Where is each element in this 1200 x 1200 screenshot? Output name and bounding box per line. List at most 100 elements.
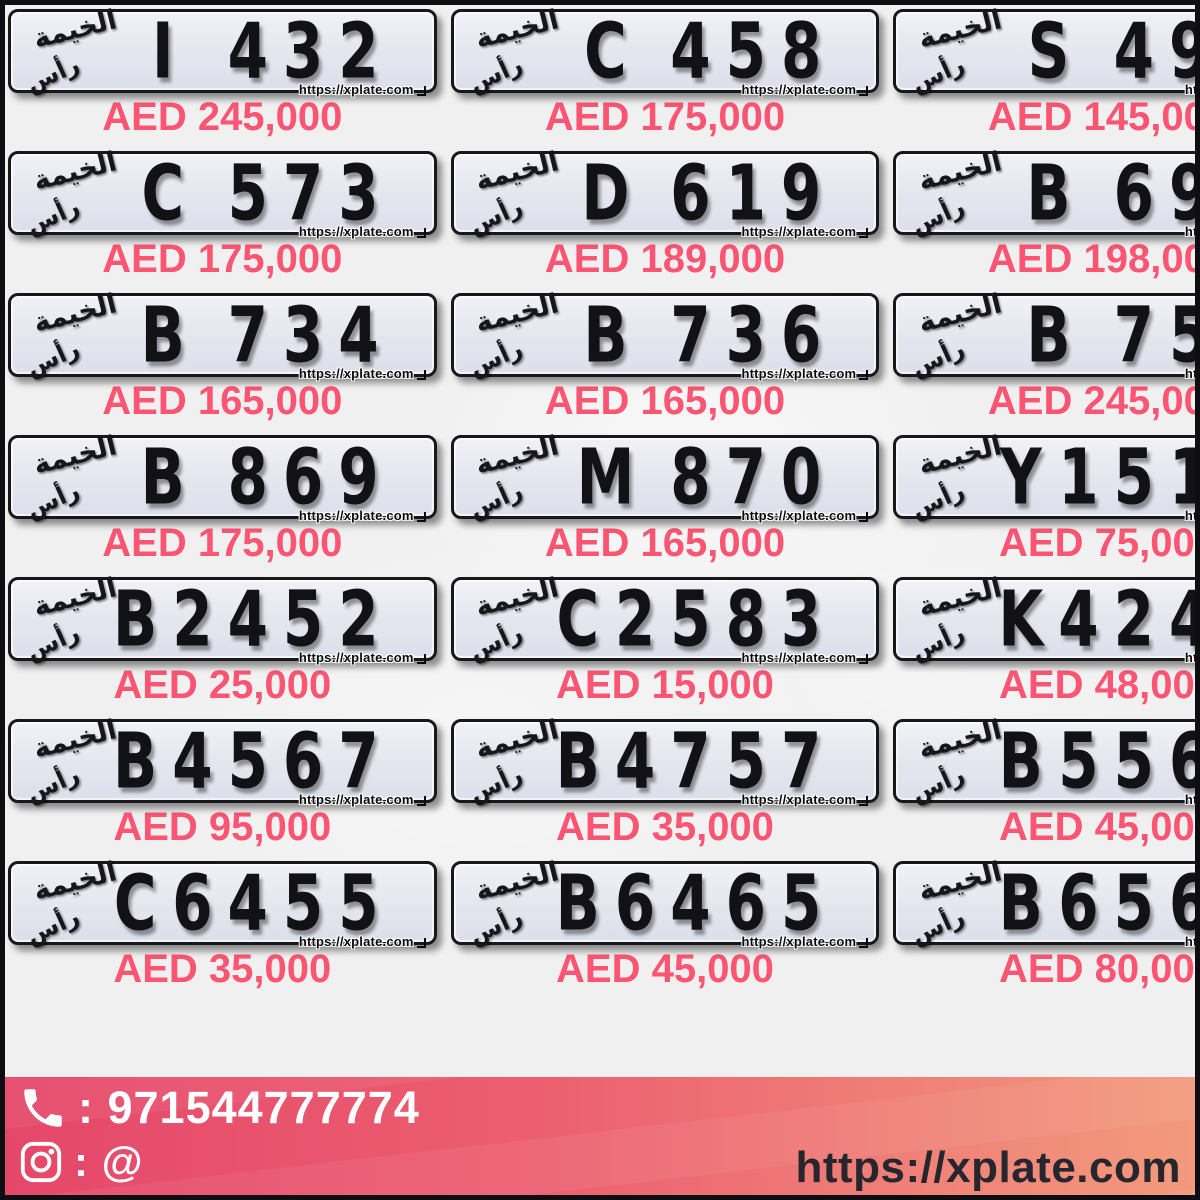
license-plate: الخيمة رأس B 697 https://xplate.com [893, 146, 1195, 240]
plate-letter: B [140, 432, 185, 522]
plate-letter: B [555, 716, 600, 806]
plate-watermark-url: https://xplate.com [299, 508, 426, 523]
plate-watermark-url: https://xplate.com [299, 650, 426, 665]
plate-letter: C [141, 148, 185, 238]
price-label: AED 245,000 [987, 379, 1195, 423]
arabic-calligraphy-top: الخيمة [915, 572, 1005, 623]
plate-letter: S [1027, 6, 1070, 96]
plate-listing: الخيمة رأس K 4243 https://xplate.com AED… [893, 572, 1195, 707]
license-plate: الخيمة رأس B 2452 https://xplate.com [8, 572, 437, 666]
price-label: AED 198,000 [987, 237, 1195, 281]
arabic-calligraphy-top: الخيمة [915, 4, 1005, 55]
rak-emirate-emblem: الخيمة رأس [906, 288, 1005, 382]
plate-watermark-url: https://xplate.com [1185, 224, 1195, 239]
plate-listing: الخيمة رأس C 573 https://xplate.com AED … [8, 146, 437, 281]
plate-number: 6565 [1058, 858, 1195, 948]
plate-number: 697 [1113, 148, 1195, 238]
license-plate: الخيمة رأس B 750 https://xplate.com [893, 288, 1195, 382]
arabic-calligraphy-top: الخيمة [472, 146, 563, 197]
plate-watermark-url: https://xplate.com [741, 934, 868, 949]
plates-grid: الخيمة رأس I 432 https://xplate.com AED … [5, 5, 1195, 991]
arabic-calligraphy-bottom: رأس [21, 617, 84, 667]
arabic-calligraphy-top: الخيمة [915, 430, 1005, 481]
arabic-calligraphy-bottom: رأس [464, 333, 527, 383]
plate-listing: الخيمة رأس D 619 https://xplate.com AED … [450, 146, 880, 281]
arabic-calligraphy-bottom: رأس [464, 901, 527, 951]
plate-listing: الخيمة رأس S 496 https://xplate.com AED … [893, 5, 1195, 139]
price-label: AED 95,000 [113, 805, 332, 849]
plate-watermark-url: https://xplate.com [741, 650, 868, 665]
arabic-calligraphy-bottom: رأس [21, 901, 84, 951]
arabic-calligraphy-top: الخيمة [30, 430, 120, 481]
arabic-calligraphy-top: الخيمة [30, 146, 120, 197]
arabic-calligraphy-bottom: رأس [907, 901, 969, 951]
license-plate: الخيمة رأس B 869 https://xplate.com [8, 430, 437, 524]
plate-number: 734 [227, 290, 394, 380]
license-plate: الخيمة رأس B 6565 https://xplate.com [893, 856, 1195, 950]
arabic-calligraphy-bottom: رأس [907, 475, 969, 525]
arabic-calligraphy-top: الخيمة [472, 572, 563, 623]
price-label: AED 45,000 [999, 805, 1200, 849]
rak-emirate-emblem: الخيمة رأس [21, 714, 120, 808]
price-label: AED 145,000 [987, 95, 1195, 139]
plate-number: 5567 [1058, 716, 1195, 806]
arabic-calligraphy-bottom: رأس [21, 475, 84, 525]
plate-listing: الخيمة رأس B 4757 https://xplate.com AED… [450, 714, 880, 849]
plate-number: 6455 [172, 858, 394, 948]
plate-watermark-url: https://xplate.com [299, 224, 426, 239]
arabic-calligraphy-top: الخيمة [915, 146, 1005, 197]
license-plate: الخيمة رأس D 619 https://xplate.com [450, 146, 880, 240]
plate-number: 573 [227, 148, 394, 238]
plate-listing: الخيمة رأس Y 1515 https://xplate.com AED… [893, 430, 1195, 565]
plate-letter: B [1026, 148, 1071, 238]
plate-number: 619 [670, 148, 837, 238]
instagram-icon [18, 1139, 64, 1185]
arabic-calligraphy-top: الخيمة [472, 4, 563, 55]
plate-listing: الخيمة رأس B 734 https://xplate.com AED … [8, 288, 437, 423]
plate-number: 458 [670, 6, 837, 96]
arabic-calligraphy-bottom: رأس [907, 759, 969, 809]
arabic-calligraphy-bottom: رأس [21, 191, 84, 241]
arabic-calligraphy-bottom: رأس [464, 475, 527, 525]
arabic-calligraphy-top: الخيمة [30, 288, 120, 339]
price-label: AED 165,000 [544, 521, 786, 565]
plate-letter: I [151, 6, 174, 96]
plate-watermark-url: https://xplate.com [741, 224, 868, 239]
plate-watermark-url: https://xplate.com [299, 366, 426, 381]
website-url: https://xplate.com [795, 1143, 1181, 1192]
price-label: AED 35,000 [556, 805, 774, 849]
license-plate: الخيمة رأس B 5567 https://xplate.com [893, 714, 1195, 808]
license-plate: الخيمة رأس B 734 https://xplate.com [8, 288, 437, 382]
rak-emirate-emblem: الخيمة رأس [906, 430, 1005, 524]
arabic-calligraphy-top: الخيمة [30, 856, 120, 907]
rak-emirate-emblem: الخيمة رأس [464, 572, 562, 666]
plate-watermark-url: https://xplate.com [741, 82, 868, 97]
license-plate: الخيمة رأس B 4757 https://xplate.com [450, 714, 880, 808]
plate-listing: الخيمة رأس B 5567 https://xplate.com AED… [893, 714, 1200, 849]
plate-letter: K [998, 574, 1044, 664]
phone-number-text: : 971544777774 [78, 1082, 420, 1133]
arabic-calligraphy-bottom: رأس [464, 49, 527, 99]
arabic-calligraphy-bottom: رأس [907, 333, 969, 383]
phone-contact-row: : 971544777774 [18, 1083, 420, 1133]
plate-listing: الخيمة رأس M 870 https://xplate.com AED … [450, 430, 880, 565]
plate-number: 1515 [1058, 432, 1195, 522]
plate-listing: الخيمة رأس B 2452 https://xplate.com AED… [8, 572, 437, 707]
license-plate: الخيمة رأس C 573 https://xplate.com [8, 146, 437, 240]
arabic-calligraphy-bottom: رأس [464, 617, 527, 667]
price-label: AED 165,000 [102, 379, 343, 423]
plate-number: 6465 [614, 858, 837, 948]
plate-letter: B [583, 290, 628, 380]
plate-letter: B [140, 290, 185, 380]
rak-emirate-emblem: الخيمة رأس [21, 288, 120, 382]
plate-number: 432 [227, 6, 394, 96]
arabic-calligraphy-bottom: رأس [21, 333, 84, 383]
price-label: AED 245,000 [102, 95, 343, 139]
plate-watermark-url: https://xplate.com [1185, 82, 1195, 97]
license-plate: الخيمة رأس S 496 https://xplate.com [893, 5, 1195, 98]
rak-emirate-emblem: الخيمة رأس [21, 5, 120, 98]
plate-listing: الخيمة رأس B 736 https://xplate.com AED … [450, 288, 880, 423]
plate-listing: الخيمة رأس C 458 https://xplate.com AED … [450, 5, 880, 139]
license-plate: الخيمة رأس C 6455 https://xplate.com [8, 856, 437, 950]
